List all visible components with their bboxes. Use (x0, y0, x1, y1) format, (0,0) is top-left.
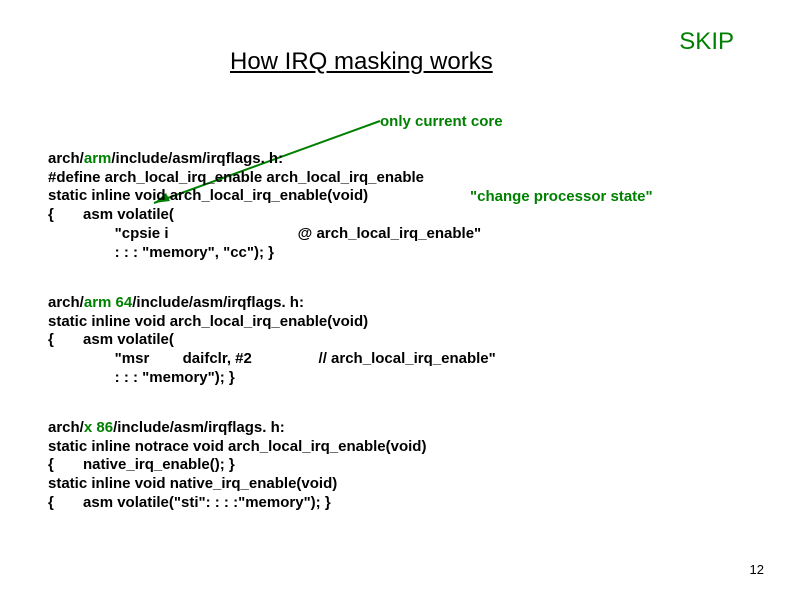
arm64-arch-name: arm 64 (84, 294, 132, 311)
page-title: How IRQ masking works (230, 48, 493, 76)
arm-line6: : : : "memory", "cc"); } (48, 244, 274, 261)
arm64-path-post: /include/asm/irqflags. h: (132, 294, 304, 311)
arm64-line5: : : : "memory"); } (48, 369, 235, 386)
arm-code-block: arch/arm/include/asm/irqflags. h: #defin… (48, 131, 481, 262)
arm-line3: static inline void arch_local_irq_enable… (48, 187, 368, 204)
arm-path-pre: arch/ (48, 150, 84, 167)
arm64-path: arch/arm 64/include/asm/irqflags. h: (48, 294, 304, 311)
arm-path-post: /include/asm/irqflags. h: (111, 150, 283, 167)
x86-line3: { native_irq_enable(); } (48, 456, 235, 473)
arm-line5: "cpsie i @ arch_local_irq_enable" (48, 225, 481, 242)
arm-arch-name: arm (84, 150, 112, 167)
x86-path: arch/x 86/include/asm/irqflags. h: (48, 419, 285, 436)
arm64-path-pre: arch/ (48, 294, 84, 311)
x86-line4: static inline void native_irq_enable(voi… (48, 475, 337, 492)
x86-path-post: /include/asm/irqflags. h: (113, 419, 285, 436)
arm64-line3: { asm volatile( (48, 331, 174, 348)
arm64-code-block: arch/arm 64/include/asm/irqflags. h: sta… (48, 275, 496, 388)
arm64-line4: "msr daifclr, #2 // arch_local_irq_enabl… (48, 350, 496, 367)
arm-path: arch/arm/include/asm/irqflags. h: (48, 150, 283, 167)
x86-line5: { asm volatile("sti": : : :"memory"); } (48, 494, 331, 511)
skip-label: SKIP (679, 28, 734, 56)
x86-path-pre: arch/ (48, 419, 84, 436)
x86-arch-name: x 86 (84, 419, 113, 436)
x86-line2: static inline notrace void arch_local_ir… (48, 438, 426, 455)
annot-change-processor-state: "change processor state" (470, 188, 653, 205)
annot-only-current-core: only current core (380, 113, 503, 130)
x86-code-block: arch/x 86/include/asm/irqflags. h: stati… (48, 400, 426, 513)
arm64-line2: static inline void arch_local_irq_enable… (48, 313, 368, 330)
arm-line2: #define arch_local_irq_enable arch_local… (48, 169, 424, 186)
page-number: 12 (750, 562, 764, 577)
arm-line4: { asm volatile( (48, 206, 174, 223)
